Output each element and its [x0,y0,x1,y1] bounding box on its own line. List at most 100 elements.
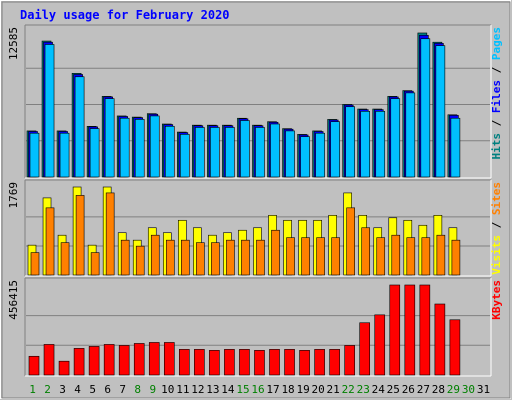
day-label-24: 24 [372,383,386,396]
bar-kbytes-day-8 [133,343,145,376]
day-label-4: 4 [74,383,81,396]
bar-sites-day-25 [391,234,401,276]
bar-kbytes-day-18 [284,349,295,376]
bar-kbytes-day-27 [419,284,431,376]
day-label-6: 6 [104,383,111,396]
day-label-31: 31 [477,383,490,396]
bar-kbytes-day-4 [73,348,85,376]
bar-kbytes-day-26 [404,284,416,376]
chart-panels: 12585 Hits / Files / Pages 1769 Visits / Si… [7,24,503,377]
bar-pages-day-25 [390,98,401,178]
bar-sites-day-6 [105,192,115,276]
bar-kbytes-day-24 [374,314,386,376]
bar-sites-day-20 [316,237,325,276]
day-label-29: 29 [447,383,460,396]
bar-sites-day-22 [346,207,355,276]
bar-pages-day-4 [74,76,85,178]
bar-kbytes-day-25 [389,284,401,376]
day-label-9: 9 [149,383,156,396]
bar-sites-day-5 [90,252,100,276]
bar-pages-day-8 [134,119,145,178]
bar-pages-day-26 [405,92,416,178]
bar-pages-day-13 [210,127,220,178]
chart-title: Daily usage for February 2020 [20,8,230,22]
day-label-18: 18 [281,383,294,396]
bar-pages-day-18 [285,130,295,178]
bar-kbytes-day-17 [269,349,280,376]
bar-sites-day-29 [451,239,461,276]
day-label-13: 13 [206,383,219,396]
day-label-22: 22 [342,383,355,396]
day-labels: 1 2 3 4 5 6 7 8 9 10 11 12 13 14 15 16 17 18 19 20 21 22 23 24 2… [29,383,490,396]
day-label-11: 11 [176,383,189,396]
bar-pages-day-1 [29,132,40,178]
bar-kbytes-day-13 [209,350,220,376]
panel-hits-files-pages: 12585 Hits / Files / Pages [7,24,503,179]
legend-entry-hits: Hits [490,133,503,160]
bar-sites-day-11 [181,239,190,276]
bar-kbytes-day-10 [163,342,175,376]
day-label-25: 25 [387,383,400,396]
panel-kbytes: 456415 KBytes [7,277,503,377]
bar-kbytes-day-11 [179,349,190,376]
bar-sites-day-18 [286,237,295,276]
day-label-23: 23 [357,383,370,396]
bar-kbytes-day-1 [28,355,40,376]
legend-separator: / [490,60,503,80]
axis-max-label: 1769 [7,182,20,209]
bar-pages-day-12 [195,127,205,178]
day-label-8: 8 [134,383,141,396]
day-label-16: 16 [251,383,264,396]
bar-kbytes-day-6 [103,344,115,376]
bar-kbytes-day-2 [43,344,55,376]
bar-pages-day-24 [375,111,386,178]
bar-pages-day-10 [164,126,175,178]
day-label-1: 1 [29,383,36,396]
legend-separator: / [490,215,503,235]
axis-max-label: 456415 [7,280,20,320]
bar-kbytes-day-16 [254,350,265,376]
bar-pages-day-15 [240,120,250,178]
day-label-15: 15 [236,383,249,396]
bar-sites-day-26 [406,237,416,276]
day-label-7: 7 [119,383,126,396]
day-label-20: 20 [312,383,325,396]
bar-sites-day-3 [60,242,70,276]
bar-kbytes-day-12 [194,349,205,376]
bar-pages-day-6 [104,98,115,178]
bar-sites-day-14 [226,239,235,276]
bar-sites-day-17 [271,229,280,276]
bar-pages-day-27 [420,38,431,178]
legend-entry-files: Files [490,80,503,113]
legend-entry-sites: Sites [490,182,503,215]
bar-sites-day-16 [256,239,265,276]
day-label-2: 2 [44,383,51,396]
bar-pages-day-16 [255,127,265,178]
bar-sites-day-15 [241,239,250,276]
bar-sites-day-10 [165,239,175,276]
bar-pages-day-23 [360,111,371,178]
bar-pages-day-22 [345,106,355,178]
bar-pages-day-29 [450,117,461,178]
panel-visits-sites: 1769 Visits / Sites [7,179,503,277]
bar-sites-day-19 [301,237,310,276]
bar-pages-day-5 [89,128,100,178]
bar-kbytes-day-21 [329,349,340,376]
day-label-17: 17 [266,383,279,396]
day-label-21: 21 [327,383,340,396]
legend-entry-pages: Pages [490,27,503,60]
panel-legend: Hits / Files / Pages [490,27,503,160]
day-label-12: 12 [191,383,204,396]
day-label-10: 10 [161,383,174,396]
bar-pages-day-3 [59,132,70,178]
bar-kbytes-day-19 [299,350,310,376]
bar-kbytes-day-23 [359,322,371,376]
bar-pages-day-11 [180,134,190,178]
day-label-30: 30 [462,383,475,396]
bar-kbytes-day-15 [239,349,250,376]
day-label-5: 5 [89,383,96,396]
bar-sites-day-21 [331,237,340,276]
